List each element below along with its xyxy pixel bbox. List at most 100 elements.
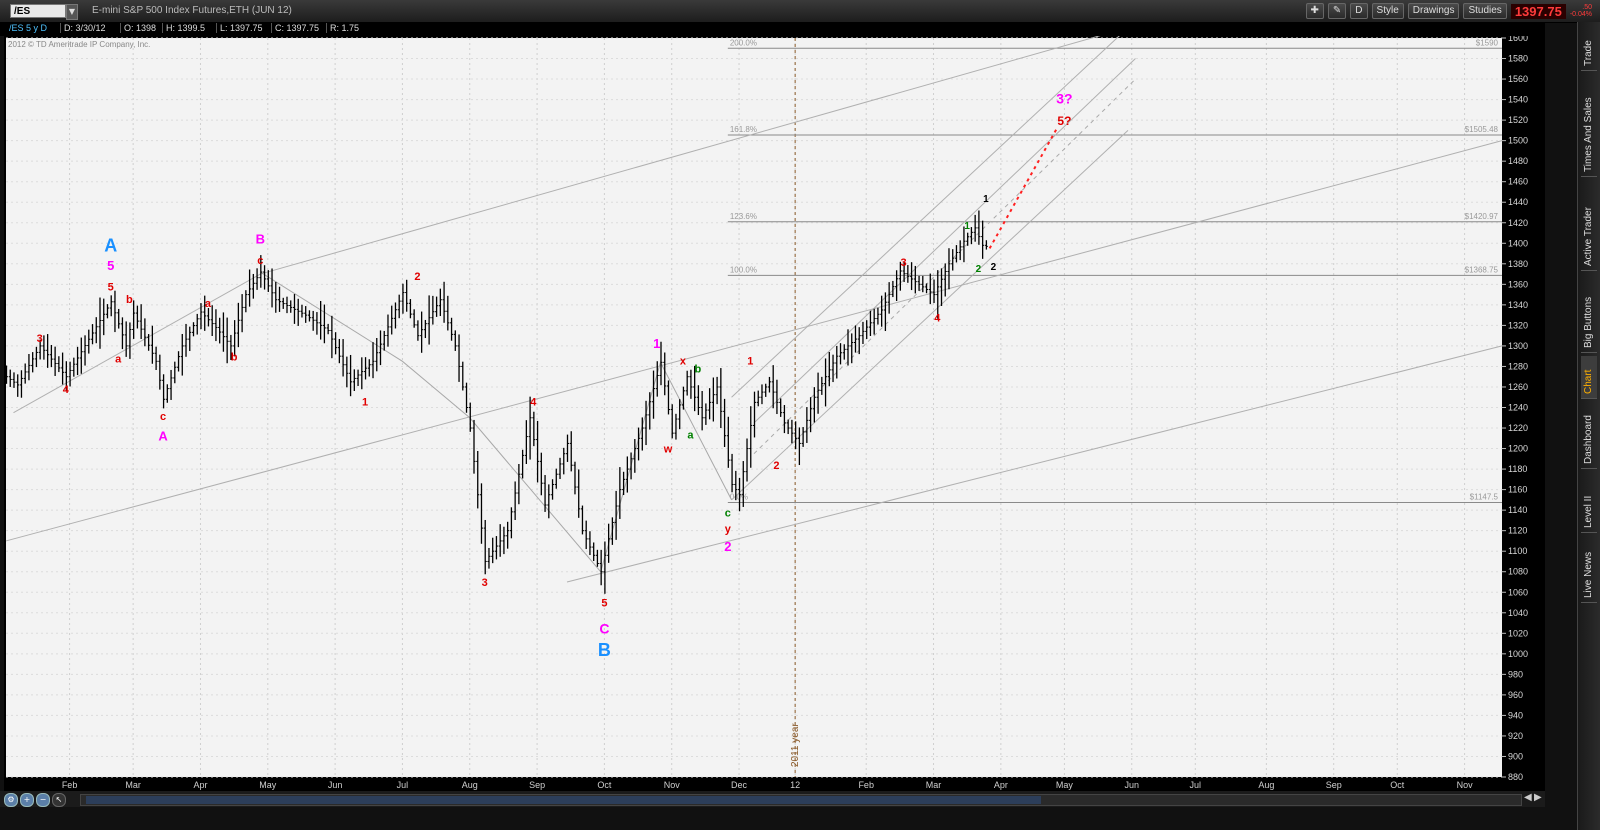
d-button[interactable]: D (1350, 3, 1368, 19)
x-tick-label: Sep (1326, 780, 1342, 790)
fib-pct-label: 200.0% (730, 38, 757, 47)
crosshair-icon[interactable]: ✚ (1305, 3, 1324, 19)
wave-label: A (158, 428, 168, 443)
tab-times-and-sales[interactable]: Times And Sales (1581, 74, 1597, 177)
symbol-input[interactable]: /ES (10, 4, 66, 18)
fib-pct-label: 161.8% (730, 125, 757, 134)
wave-label: 1 (983, 194, 989, 205)
scroll-left-icon[interactable]: ◀ (1524, 792, 1532, 803)
scroll-right-icon[interactable]: ▶ (1534, 792, 1542, 803)
settings-icon[interactable]: ⚙ (4, 793, 18, 807)
fib-pct-label: 123.6% (730, 212, 757, 221)
y-tick-label: 1120 (1508, 526, 1527, 536)
wave-label: c (257, 255, 263, 267)
trend-channel-line (731, 27, 1129, 398)
wave-label: c (160, 411, 166, 423)
x-tick-label: 12 (790, 780, 800, 790)
y-tick-label: 1480 (1508, 156, 1528, 166)
price-change-value: .50 (1582, 4, 1592, 11)
chart-svg[interactable]: Feb Mar Apr May Jun Jul Aug Sep Oct Nov Dec 12 Feb Ma… (4, 27, 1545, 791)
y-tick-label: 1180 (1508, 464, 1527, 474)
chart-bottom-bar: ⚙ + − ↖ ◀ ▶ (0, 791, 1545, 807)
trend-channel-line (260, 27, 1129, 275)
wave-label: a (687, 429, 694, 441)
y-tick-label: 1020 (1508, 628, 1528, 638)
wave-label: B (256, 231, 265, 246)
wave-label: x (680, 355, 687, 367)
wave-label: 1 (964, 221, 970, 232)
wave-zigzag (260, 271, 733, 573)
x-tick-label: Jun (328, 780, 343, 790)
x-tick-label: Jul (1190, 780, 1202, 790)
drawings-button[interactable]: Drawings (1407, 3, 1460, 19)
wave-label: 5? (1057, 114, 1071, 128)
wave-label: 3 (901, 257, 907, 269)
y-tick-label: 880 (1508, 772, 1523, 782)
scroll-thumb[interactable] (86, 796, 1041, 804)
x-tick-label: Jul (397, 780, 409, 790)
tab-trade[interactable]: Trade (1581, 28, 1597, 71)
tab-active-trader[interactable]: Active Trader (1581, 180, 1597, 271)
trend-channel-line (731, 130, 1129, 501)
y-tick-label: 900 (1508, 751, 1523, 761)
x-tick-label: Feb (858, 780, 874, 790)
wave-label: b (695, 364, 702, 376)
wave-label: 5 (107, 258, 114, 273)
wave-label: c (725, 507, 731, 519)
y-tick-label: 1340 (1508, 300, 1528, 310)
y-tick-label: 1100 (1508, 546, 1527, 556)
y-tick-label: 1460 (1508, 177, 1528, 187)
zoom-in-icon[interactable]: + (20, 793, 34, 807)
x-tick-label: Sep (529, 780, 545, 790)
price-chart[interactable]: Feb Mar Apr May Jun Jul Aug Sep Oct Nov Dec 12 Feb Ma… (4, 27, 1545, 826)
trend-channel-line (5, 140, 1503, 542)
toolbar-right-group: ✚ ✎ D Style Drawings Studies 1397.75 .50… (1305, 2, 1592, 20)
x-tick-label: Mar (926, 780, 942, 790)
fib-price-label: $1368.75 (1465, 265, 1499, 274)
x-tick-label: Nov (664, 780, 681, 790)
y-tick-label: 1600 (1508, 36, 1528, 43)
y-tick-label: 960 (1508, 690, 1523, 700)
style-button[interactable]: Style (1371, 3, 1404, 19)
chart-info-bar: /ES 5 y D D: 3/30/12 O: 1398 H: 1399.5 L… (0, 22, 1545, 36)
y-tick-label: 1380 (1508, 259, 1528, 269)
y-tick-label: 1400 (1508, 238, 1528, 248)
y-tick-label: 1560 (1508, 74, 1528, 84)
y-tick-label: 1420 (1508, 218, 1528, 228)
wave-label: y (725, 524, 732, 536)
y-tick-label: 1540 (1508, 95, 1528, 105)
tab-big-buttons[interactable]: Big Buttons (1581, 274, 1597, 353)
x-tick-label: Oct (1390, 780, 1405, 790)
studies-button[interactable]: Studies (1463, 3, 1507, 19)
right-side-tabs: Trade Times And Sales Active Trader Big But… (1577, 22, 1600, 830)
wrench-icon[interactable]: ✎ (1327, 3, 1347, 19)
y-tick-label: 1280 (1508, 361, 1528, 371)
tab-live-news[interactable]: Live News (1581, 536, 1597, 603)
period-label[interactable]: /ES 5 y D (9, 23, 48, 33)
x-tick-label: Apr (994, 780, 1008, 790)
cursor-icon[interactable]: ↖ (52, 793, 66, 807)
last-price: 1397.75 (1510, 3, 1566, 19)
x-tick-label: May (259, 780, 277, 790)
wave-label: 4 (63, 384, 70, 396)
wave-label: a (115, 353, 122, 365)
wave-label: 2 (773, 460, 779, 472)
symbol-dropdown-icon[interactable]: ▼ (66, 4, 78, 20)
zoom-out-icon[interactable]: − (36, 793, 50, 807)
tab-dashboard[interactable]: Dashboard (1581, 402, 1597, 469)
wave-label: 2 (976, 264, 982, 275)
x-tick-label: Feb (62, 780, 78, 790)
trend-channel-line (753, 58, 1136, 424)
wave-label: 4 (934, 312, 941, 324)
horizontal-scrollbar[interactable] (80, 794, 1522, 806)
close-readout: C: 1397.75 (271, 23, 319, 33)
wave-label: 3 (482, 577, 488, 589)
range-readout: R: 1.75 (326, 23, 359, 33)
wave-label: w (663, 444, 673, 456)
y-tick-label: 1440 (1508, 197, 1528, 207)
y-tick-label: 940 (1508, 710, 1523, 720)
tab-level-ii[interactable]: Level II (1581, 472, 1597, 533)
tab-chart[interactable]: Chart (1581, 356, 1597, 399)
top-toolbar: /ES ▼ E-mini S&P 500 Index Futures,ETH (… (0, 0, 1600, 23)
y-tick-label: 980 (1508, 669, 1523, 679)
